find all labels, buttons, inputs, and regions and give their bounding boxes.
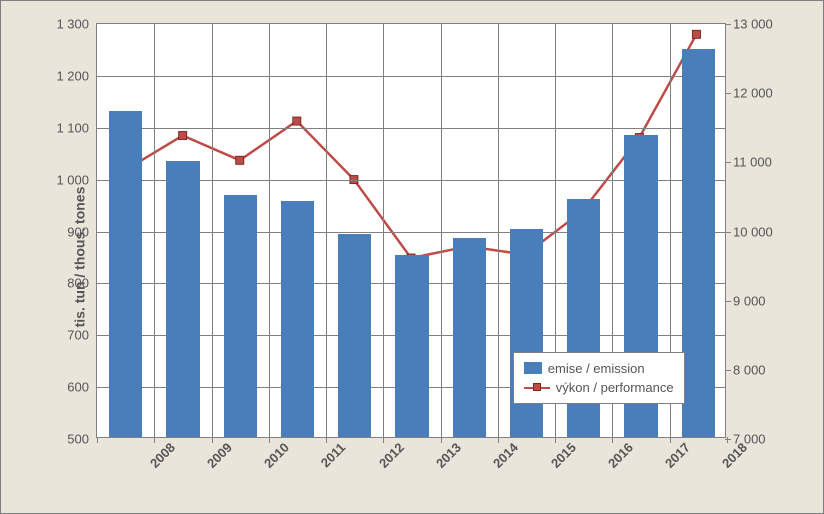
grid-line-horizontal	[97, 128, 725, 129]
legend-swatch-line	[524, 380, 550, 394]
performance-marker	[179, 132, 187, 140]
grid-line-vertical	[326, 24, 327, 437]
y-right-tick-label: 11 000	[725, 155, 772, 170]
y-left-tick-label: 900	[67, 224, 97, 239]
x-tick-label: 2008	[141, 434, 178, 471]
grid-line-vertical	[383, 24, 384, 437]
legend-label: emise / emission	[548, 361, 645, 376]
x-tick-label: 2017	[656, 434, 693, 471]
x-tick-label: 2009	[198, 434, 235, 471]
legend-swatch-bar	[524, 362, 542, 374]
x-tick-label: 2015	[542, 434, 579, 471]
performance-marker	[293, 117, 301, 125]
performance-marker	[692, 30, 700, 38]
grid-line-horizontal	[97, 76, 725, 77]
y-axis-left-label: tis. tun / thous. tones	[71, 187, 87, 328]
legend: emise / emission výkon / performance	[513, 352, 685, 404]
y-left-tick-label: 1 200	[56, 68, 97, 83]
legend-marker-icon	[533, 383, 541, 391]
plot-area: 5006007008009001 0001 1001 2001 3007 000…	[96, 23, 726, 438]
bar	[166, 161, 199, 437]
y-right-tick-label: 8 000	[725, 362, 766, 377]
legend-item: výkon / performance	[524, 378, 674, 397]
bar	[224, 195, 257, 437]
grid-line-vertical	[212, 24, 213, 437]
bar	[338, 234, 371, 437]
y-right-tick-mark	[725, 301, 731, 302]
x-tick-label: 2011	[313, 434, 349, 470]
chart-container: tis. tun / thous. tones mil. oskm / mill…	[0, 0, 824, 514]
y-right-tick-mark	[725, 162, 731, 163]
y-left-tick-label: 1 000	[56, 172, 97, 187]
y-left-tick-label: 1 300	[56, 17, 97, 32]
grid-line-vertical	[154, 24, 155, 437]
y-right-tick-mark	[725, 93, 731, 94]
x-tick-label: 2013	[427, 434, 464, 471]
bar	[109, 111, 142, 437]
bar	[281, 201, 314, 437]
bar	[510, 229, 543, 437]
legend-label: výkon / performance	[556, 380, 674, 395]
y-left-tick-label: 500	[67, 432, 97, 447]
x-tick-label: 2012	[370, 434, 407, 471]
y-right-tick-label: 9 000	[725, 293, 766, 308]
y-right-tick-label: 12 000	[725, 86, 773, 101]
grid-line-vertical	[269, 24, 270, 437]
bar	[395, 255, 428, 437]
y-right-tick-label: 13 000	[725, 17, 773, 32]
bar	[453, 238, 486, 437]
x-tick-label: 2016	[599, 434, 636, 471]
y-left-tick-label: 600	[67, 380, 97, 395]
x-tick-label: 2010	[255, 434, 292, 471]
y-right-tick-label: 10 000	[725, 224, 773, 239]
grid-line-vertical	[441, 24, 442, 437]
grid-line-vertical	[498, 24, 499, 437]
bar	[682, 49, 715, 437]
y-right-tick-mark	[725, 232, 731, 233]
x-tick-label: 2014	[485, 434, 522, 471]
y-left-tick-label: 1 100	[56, 120, 97, 135]
y-right-tick-mark	[725, 370, 731, 371]
y-left-tick-label: 700	[67, 328, 97, 343]
performance-marker	[236, 156, 244, 164]
y-left-tick-label: 800	[67, 276, 97, 291]
y-right-tick-mark	[725, 24, 731, 25]
x-tick-mark	[97, 437, 98, 443]
legend-item: emise / emission	[524, 359, 674, 378]
